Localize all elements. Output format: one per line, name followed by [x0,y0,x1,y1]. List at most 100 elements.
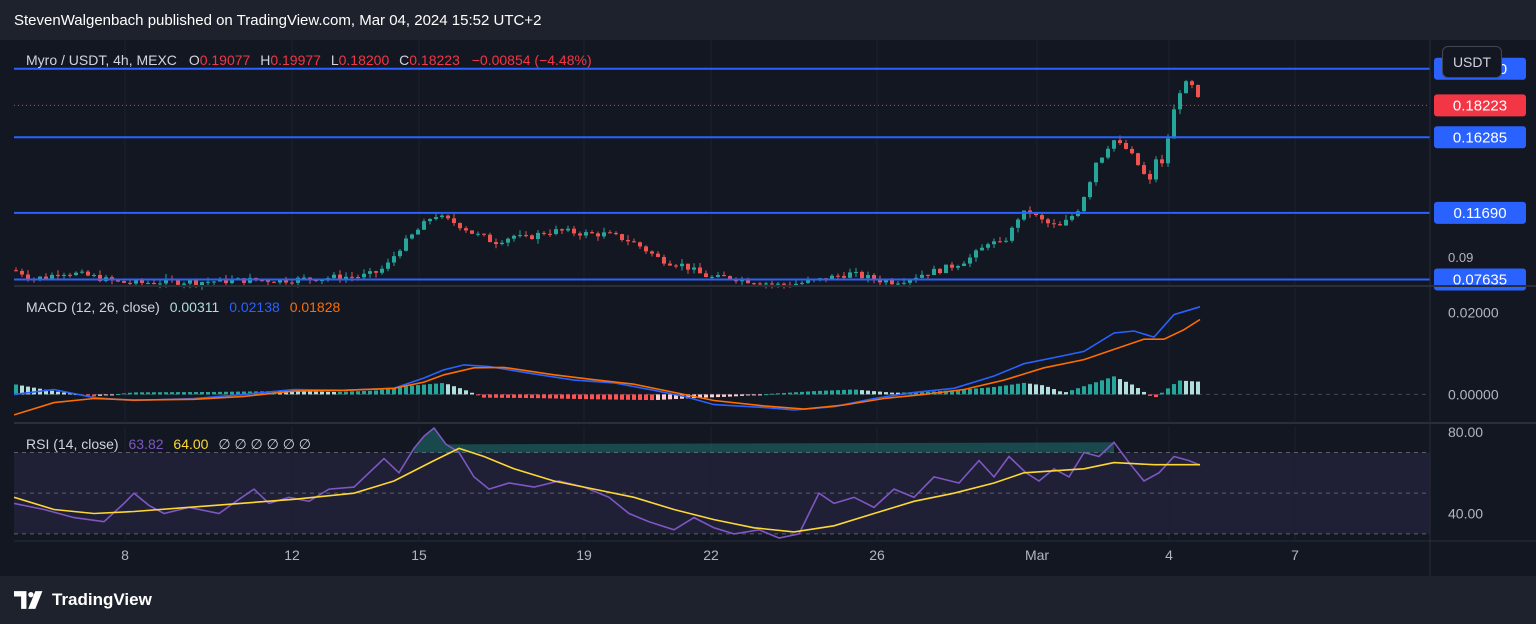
macd-histogram-bar [20,385,24,395]
macd-histogram-bar [488,394,492,398]
rsi-title[interactable]: RSI (14, close) [26,436,119,452]
macd-histogram-bar [518,394,522,398]
candle-body [776,283,780,285]
macd-histogram-bar [734,394,738,397]
candle-body [548,233,552,235]
macd-histogram-bar [788,392,792,395]
macd-histogram-bar [506,394,510,398]
level-price-badge-text: 0.07635 [1453,271,1507,288]
macd-histogram-bar [950,390,954,395]
candle-body [416,229,420,235]
macd-histogram-bar [1034,384,1038,395]
macd-histogram-bar [170,392,174,395]
macd-title[interactable]: MACD (12, 26, close) [26,299,160,315]
symbol-label[interactable]: Myro / USDT, 4h, MEXC [26,52,177,68]
macd-histogram-bar [914,392,918,395]
level-price-badge [1434,201,1526,224]
candle-body [866,274,870,279]
candle-body [392,256,396,263]
macd-histogram-bar [230,391,234,395]
macd-histogram-bar [302,391,306,395]
candle-body [1154,159,1158,180]
rsi-line [13,426,1201,539]
brand[interactable]: TradingView [14,590,152,610]
candle-body [512,235,516,239]
candle-body [692,267,696,270]
candle-body [356,277,360,279]
candle-body [662,256,666,264]
macd-histogram-bar [380,389,384,395]
price-legend: Myro / USDT, 4h, MEXC O0.19077 H0.19977 … [26,52,592,68]
candle-body [698,267,702,274]
candle-body [1148,173,1152,180]
close-value: 0.18223 [409,52,460,68]
brand-name: TradingView [52,590,152,609]
candle-body [554,229,558,234]
macd-histogram-bar [212,391,216,395]
macd-histogram-bar [44,389,48,395]
macd-histogram-bar [698,394,702,398]
candle-body [212,281,216,283]
macd-histogram-bar [524,394,528,399]
macd-pane [13,288,1430,421]
candle-body [62,274,66,276]
candle-body [1094,162,1098,183]
macd-histogram-bar [998,386,1002,395]
rsi-ma-value: 64.00 [173,436,209,452]
time-axis-label: 19 [576,547,592,563]
macd-histogram-bar [1142,391,1146,395]
macd-histogram-bar [746,394,750,396]
macd-histogram-bar [800,391,804,395]
macd-histogram-bar [104,394,108,396]
macd-histogram-bar [320,391,324,395]
candle-body [374,271,378,273]
macd-histogram-bar [194,392,198,395]
candle-body [668,263,672,266]
macd-histogram-bar [110,394,114,396]
macd-histogram-bar [404,386,408,395]
macd-histogram-bar [62,392,66,395]
macd-histogram-bar [1076,388,1080,395]
candle-body [284,279,288,283]
macd-histogram-bar [296,391,300,395]
candle-body [266,280,270,282]
macd-histogram-bar [704,394,708,398]
macd-histogram-bar [560,394,564,399]
candle-body [1166,138,1170,164]
macd-histogram-bar [236,391,240,395]
chart-svg[interactable]: 0.116900.090.204500.162850.116900.076350… [13,40,1536,576]
macd-histogram-bar [986,387,990,395]
macd-histogram-bar [1046,386,1050,395]
candle-body [368,271,372,274]
macd-histogram-bar [386,388,390,395]
candle-body [602,232,606,237]
macd-line [13,306,1201,411]
candle-body [404,238,408,251]
candle-body [488,234,492,243]
candle-body [518,235,522,237]
candle-body [332,274,336,279]
macd-histogram-bar [176,392,180,395]
chart-area[interactable]: 0.116900.090.204500.162850.116900.076350… [13,40,1536,576]
candle-body [716,275,720,277]
candle-body [764,283,768,285]
price-pane [14,40,1430,290]
low-label: L [330,52,339,68]
macd-histogram-bar [956,389,960,395]
candle-body [380,268,384,273]
candle-body [140,280,144,283]
candle-body [572,228,576,234]
macd-histogram-bar [536,394,540,399]
macd-histogram-bar [1196,381,1200,395]
macd-histogram-bar [992,387,996,395]
macd-histogram-bar [770,393,774,395]
macd-histogram-bar [464,390,468,395]
candle-body [758,283,762,285]
macd-histogram-bar [86,394,90,396]
rsi-value: 63.82 [128,436,164,452]
candle-body [542,232,546,234]
level-price-badge-text: 0.11690 [1453,205,1506,222]
last-price-badge [1434,94,1526,117]
currency-button[interactable]: USDT [1442,46,1502,78]
candle-body [398,250,402,257]
